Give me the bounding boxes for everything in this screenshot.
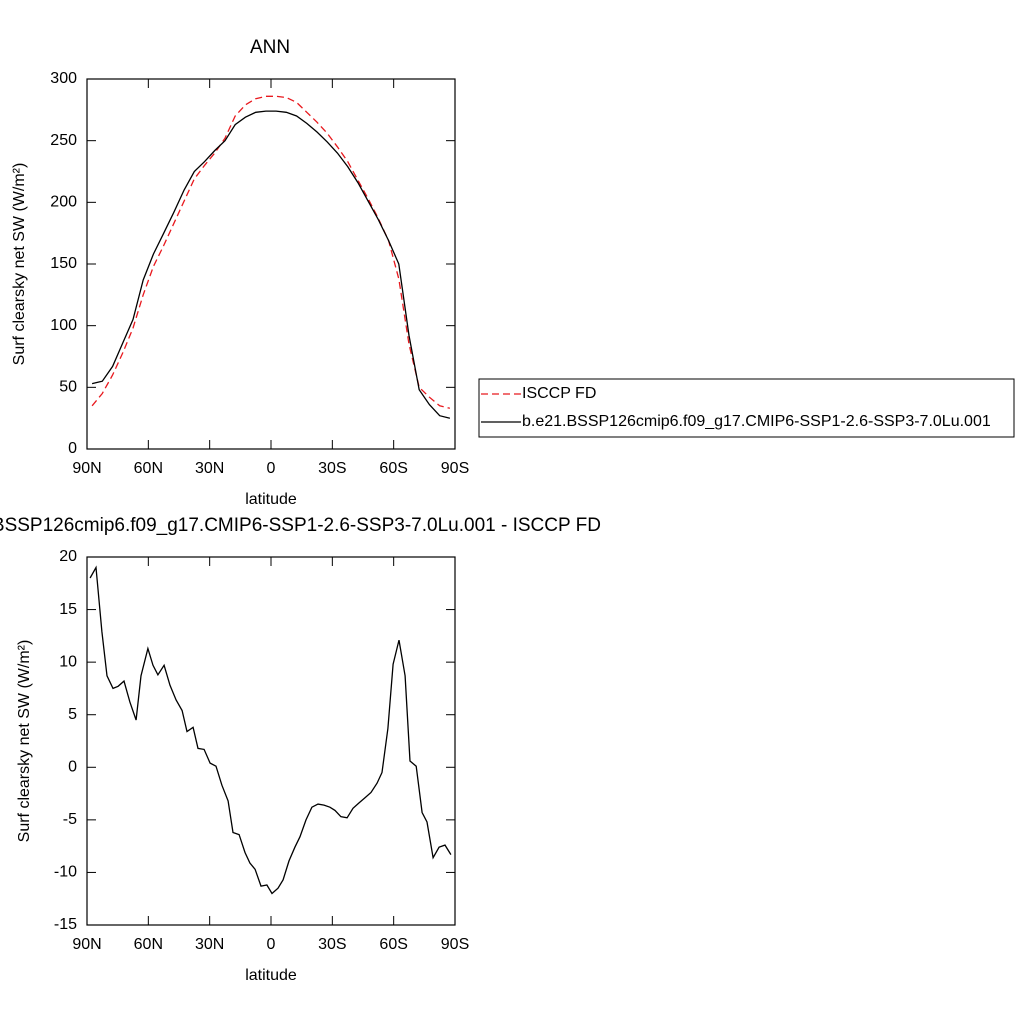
y-tick-label: 150	[50, 255, 77, 272]
legend-label: b.e21.BSSP126cmip6.f09_g17.CMIP6-SSP1-2.…	[522, 413, 991, 430]
y-tick-label: -15	[54, 916, 77, 933]
x-tick-label: 30S	[318, 460, 346, 477]
y-axis-label: Surf clearsky net SW (W/m²)	[11, 163, 28, 366]
x-tick-label: 30N	[195, 460, 224, 477]
x-tick-label: 30S	[318, 936, 346, 953]
chart-title: b.e21.BSSP126cmip6.f09_g17.CMIP6-SSP1-2.…	[0, 515, 601, 536]
y-tick-label: 200	[50, 194, 77, 211]
plot-frame	[86, 556, 456, 926]
legend-box	[478, 378, 1015, 438]
y-axis-label: Surf clearsky net SW (W/m²)	[16, 640, 33, 843]
chart-title: ANN	[250, 37, 290, 58]
x-axis-label: latitude	[245, 967, 297, 984]
legend-label: ISCCP FD	[522, 385, 596, 402]
y-tick-label: 300	[50, 70, 77, 87]
x-tick-label: 0	[267, 936, 276, 953]
x-tick-label: 60S	[379, 460, 407, 477]
y-tick-label: -5	[63, 811, 77, 828]
x-tick-label: 60N	[134, 936, 163, 953]
y-tick-label: 0	[68, 759, 77, 776]
x-tick-label: 90N	[72, 460, 101, 477]
y-tick-label: 0	[68, 440, 77, 457]
y-tick-label: 50	[59, 379, 77, 396]
x-tick-label: 90N	[72, 936, 101, 953]
x-axis-label: latitude	[245, 491, 297, 508]
x-tick-label: 60N	[134, 460, 163, 477]
x-tick-label: 60S	[379, 936, 407, 953]
y-tick-label: 5	[68, 706, 77, 723]
x-tick-label: 30N	[195, 936, 224, 953]
y-tick-label: 10	[59, 653, 77, 670]
plot-frame	[86, 78, 456, 450]
x-tick-label: 90S	[441, 936, 469, 953]
legend: ISCCP FD b.e21.BSSP126cmip6.f09_g17.CMIP6…	[478, 378, 1015, 438]
y-tick-label: 250	[50, 132, 77, 149]
y-tick-label: -10	[54, 864, 77, 881]
data-line	[89, 565, 452, 895]
data-line	[91, 110, 451, 419]
x-tick-label: 90S	[441, 460, 469, 477]
x-tick-label: 0	[267, 460, 276, 477]
y-tick-label: 15	[59, 601, 77, 618]
y-tick-label: 20	[59, 548, 77, 565]
y-tick-label: 100	[50, 317, 77, 334]
data-line	[91, 95, 451, 409]
